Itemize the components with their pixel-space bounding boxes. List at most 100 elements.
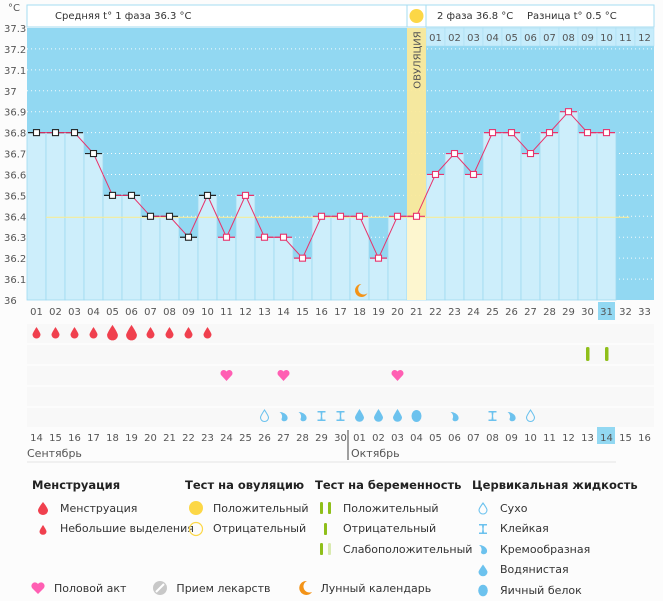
double-bar-positive-icon <box>315 501 337 515</box>
y-tick-label: 36.9 <box>4 108 26 119</box>
temperature-bar <box>520 153 541 301</box>
temperature-point <box>51 129 60 137</box>
temperature-difference: Разница t° 0.5 °C <box>527 11 617 22</box>
cycle-day-label: 15 <box>296 307 309 318</box>
ovulation-label: ОВУЛЯЦИЯ <box>413 31 424 89</box>
temperature-point <box>431 170 440 179</box>
moon-icon <box>297 580 313 596</box>
cycle-day-label: 25 <box>486 307 499 318</box>
legend-title: Тест на беременность <box>315 478 462 492</box>
calendar-date-label: 06 <box>448 433 461 444</box>
fluid-creamy-icon <box>298 412 307 422</box>
temperature-bar <box>102 194 123 301</box>
calendar-date-label: 10 <box>524 433 537 444</box>
cycle-day-label: 10 <box>201 307 214 318</box>
cycle-day-label: 05 <box>106 307 119 318</box>
temperature-point <box>146 212 155 220</box>
cycle-day-label: 08 <box>163 307 176 318</box>
calendar-date-label: 29 <box>315 433 328 444</box>
legend-item: Слабоположительный <box>343 542 473 556</box>
legend-item: Прием лекарств <box>176 581 271 595</box>
legend-cervical-fluid: Цервикальная жидкость Сухо Клейкая Кремо… <box>472 478 638 601</box>
temperature-bar <box>330 215 351 301</box>
cycle-day-label: 02 <box>49 307 62 318</box>
fluid-watery-icon <box>355 409 364 422</box>
temperature-bar <box>64 132 85 301</box>
temperature-bar <box>178 236 199 301</box>
blood-drop-icon <box>107 324 118 341</box>
legend-item: Положительный <box>213 501 309 515</box>
blood-drop-icon <box>32 501 54 515</box>
temperature-point <box>412 212 421 220</box>
fluid-watery-icon <box>472 563 494 577</box>
legend-item: Водянистая <box>500 563 569 576</box>
calendar-date-label: 30 <box>334 433 347 444</box>
calendar-date-label: 12 <box>562 433 575 444</box>
temperature-bar <box>121 194 142 301</box>
fluid-dry-icon <box>472 501 494 515</box>
temperature-point <box>222 233 231 241</box>
cycle-day-label: 31 <box>600 307 613 318</box>
legend-ovulation-test: Тест на овуляцию Положительный Отрицател… <box>185 478 309 539</box>
fluid-creamy-icon <box>472 542 494 556</box>
legend-other: Половой акт Прием лекарств Лунный календ… <box>30 580 457 596</box>
temperature-bar <box>501 132 522 301</box>
sun-positive-icon <box>185 500 207 516</box>
temperature-bar <box>577 132 598 301</box>
post-ovulation-day-label: 11 <box>619 33 632 44</box>
y-tick-label: 36.3 <box>4 233 26 244</box>
temperature-bar <box>425 174 446 301</box>
fluid-sticky-icon <box>472 522 494 536</box>
heart-icon <box>277 369 290 381</box>
temperature-bar <box>216 236 237 301</box>
calendar-date-label: 15 <box>49 433 62 444</box>
temperature-bar <box>273 236 294 301</box>
calendar-date-label: 13 <box>581 433 594 444</box>
y-tick-label: 36.4 <box>4 212 26 223</box>
y-tick-label: 37.1 <box>4 66 26 77</box>
fluid-creamy-icon <box>450 412 459 422</box>
y-tick-label: 37.2 <box>4 45 26 56</box>
cycle-day-label: 13 <box>258 307 271 318</box>
cycle-day-label: 32 <box>619 307 632 318</box>
temperature-point <box>336 212 345 220</box>
temperature-bar <box>45 132 66 301</box>
sun-negative-icon <box>185 521 207 537</box>
temperature-point <box>89 149 98 158</box>
cycle-day-label: 28 <box>543 307 556 318</box>
y-tick-label: 36 <box>4 296 17 307</box>
fluid-eggwhite-icon <box>411 410 422 422</box>
blood-drop-icon <box>203 327 212 339</box>
cycle-day-label: 29 <box>562 307 575 318</box>
temperature-point <box>526 149 535 158</box>
calendar-date-label: 23 <box>201 433 214 444</box>
temperature-bar <box>311 215 332 301</box>
temperature-point <box>317 212 326 220</box>
cycle-day-label: 14 <box>277 307 290 318</box>
temperature-point <box>260 233 269 241</box>
temperature-bar <box>387 215 408 301</box>
y-tick-label: 36.6 <box>4 170 26 181</box>
y-tick-label: 37 <box>4 87 17 98</box>
cycle-day-label: 17 <box>334 307 347 318</box>
legend-item: Клейкая <box>500 522 549 535</box>
temperature-point <box>108 191 117 199</box>
post-ovulation-day-label: 03 <box>467 33 480 44</box>
calendar-date-label: 24 <box>220 433 233 444</box>
post-ovulation-day-label: 12 <box>638 33 651 44</box>
blood-drop-icon <box>146 327 155 339</box>
legend-item: Яичный белок <box>500 583 582 597</box>
heart-icon <box>220 369 233 381</box>
temperature-point <box>488 129 497 137</box>
cycle-day-label: 03 <box>68 307 81 318</box>
today-highlight <box>597 427 615 444</box>
fluid-watery-icon <box>374 409 383 422</box>
cycle-day-label: 06 <box>125 307 138 318</box>
temperature-point <box>393 212 402 220</box>
calendar-date-label: 02 <box>372 433 385 444</box>
marker-row <box>27 366 654 385</box>
calendar-date-label: 07 <box>467 433 480 444</box>
temperature-bar <box>159 215 180 301</box>
calendar-date-label: 16 <box>638 433 651 444</box>
fluid-dry-icon <box>259 409 270 423</box>
